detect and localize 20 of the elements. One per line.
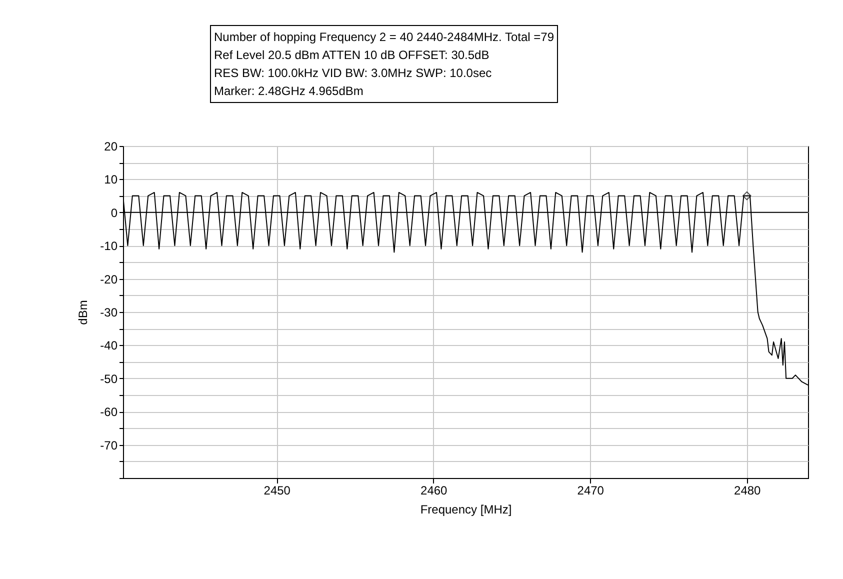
y-tick-label: 0: [110, 206, 118, 220]
y-tick-label: -10: [100, 239, 118, 254]
y-tick-label: -60: [100, 405, 118, 420]
x-tick-label: 2450: [264, 484, 291, 498]
x-tick-label: 2480: [734, 484, 762, 498]
y-axis-title: dBm: [76, 300, 90, 325]
y-tick-label: -20: [100, 272, 118, 286]
x-tick-label: 2470: [577, 484, 604, 498]
x-axis-title: Frequency [MHz]: [420, 502, 512, 516]
y-tick-label: 20: [104, 140, 118, 154]
y-tick-label: -70: [100, 438, 118, 452]
text: RES BW: 100.0kHz VID BW: 3.0MHz SWP: 10.0sec: [214, 65, 493, 82]
text: Marker: 2.48GHz 4.965dBm: [214, 83, 364, 100]
y-tick-label: -50: [100, 372, 118, 386]
text: Number of hopping Frequency 2 = 40 2440-2484MHz. Total =79: [214, 29, 554, 46]
y-tick-label: -40: [100, 338, 118, 353]
y-tick-label: 10: [104, 172, 118, 187]
x-tick-label: 2460: [420, 484, 448, 498]
y-tick-label: -30: [100, 306, 118, 320]
text: Ref Level 20.5 dBm ATTEN 10 dB OFFSET: 30.5dB: [214, 47, 490, 64]
